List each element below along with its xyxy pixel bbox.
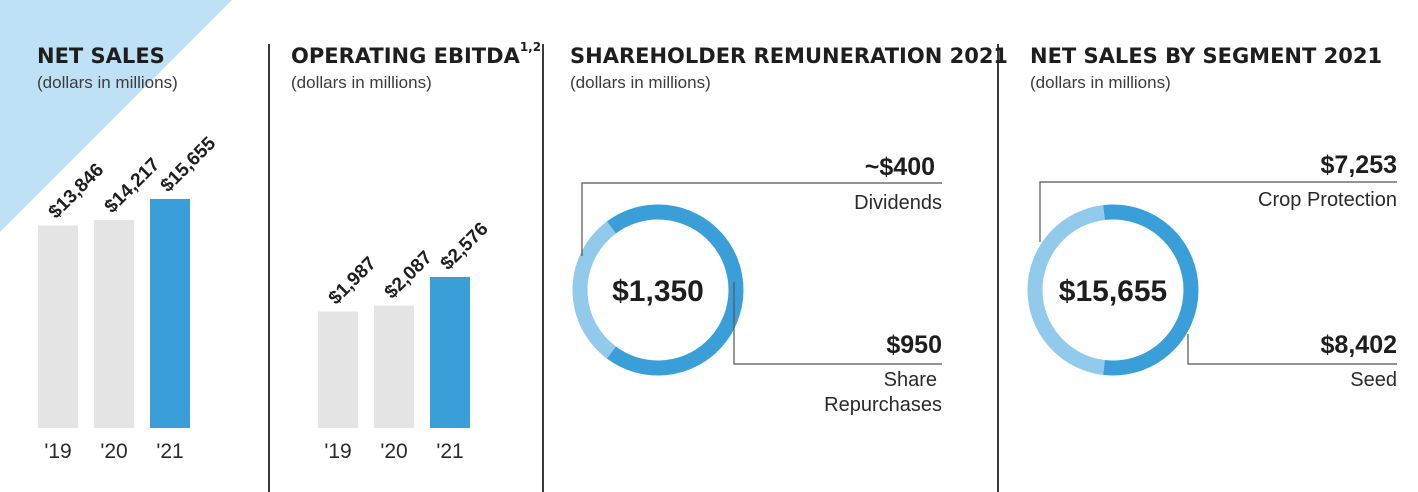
ebitda-footnote: 1,2 xyxy=(519,40,542,54)
divider-2 xyxy=(542,44,544,492)
segment-slice xyxy=(1027,205,1106,375)
segment-slice xyxy=(1103,204,1199,376)
segment-subtitle: (dollars in millions) xyxy=(1030,73,1171,92)
ebitda-bar xyxy=(430,277,470,428)
segment-leader-line xyxy=(1187,334,1397,365)
remuneration-slice-label: Dividends xyxy=(854,192,942,214)
remuneration-subtitle: (dollars in millions) xyxy=(570,73,711,92)
segment-slice-label: Crop Protection xyxy=(1258,189,1397,211)
ebitda-tick-label: '20 xyxy=(380,440,407,463)
net-sales-bar xyxy=(150,199,190,428)
remuneration-leader-line xyxy=(733,282,942,365)
net-sales-value-label: $15,655 xyxy=(157,133,221,197)
segment-slice-label: Seed xyxy=(1350,369,1397,391)
ebitda-value-label: $2,087 xyxy=(381,247,437,303)
ebitda-bar xyxy=(318,311,358,428)
segment-title: NET SALES BY SEGMENT 2021 xyxy=(1030,44,1383,68)
net-sales-bar xyxy=(94,220,134,428)
remuneration-slice xyxy=(572,221,617,359)
net-sales-bar xyxy=(38,225,78,428)
net-sales-tick-label: '20 xyxy=(100,440,127,463)
divider-1 xyxy=(268,44,270,492)
remuneration-slice-value: ~$400 xyxy=(865,153,935,181)
remuneration-slice xyxy=(606,204,744,376)
divider-3 xyxy=(997,44,999,492)
remuneration-center-label: $1,350 xyxy=(612,275,704,308)
net-sales-value-label: $13,846 xyxy=(45,160,108,223)
segment-slice-value: $7,253 xyxy=(1321,151,1397,179)
ebitda-tick-label: '19 xyxy=(324,440,351,463)
net-sales-tick-label: '21 xyxy=(156,440,183,463)
segment-leader-line xyxy=(1039,181,1397,242)
remuneration-slice-label: Share xyxy=(884,369,937,391)
remuneration-slice-label: Repurchases xyxy=(824,394,942,416)
segment-slice-value: $8,402 xyxy=(1321,331,1397,359)
segment-center-label: $15,655 xyxy=(1059,275,1167,308)
remuneration-title: SHAREHOLDER REMUNERATION 2021 xyxy=(570,44,1009,68)
remuneration-slice-value: $950 xyxy=(886,331,942,359)
remuneration-leader-line xyxy=(581,182,942,256)
ebitda-value-label: $2,576 xyxy=(437,219,493,275)
net-sales-tick-label: '19 xyxy=(44,440,71,463)
ebitda-tick-label: '21 xyxy=(436,440,463,463)
ebitda-title: OPERATING EBITDA1,2 xyxy=(291,40,542,68)
ebitda-subtitle: (dollars in millions) xyxy=(291,73,432,92)
ebitda-bar xyxy=(374,305,414,428)
net-sales-subtitle: (dollars in millions) xyxy=(37,73,178,92)
net-sales-title: NET SALES xyxy=(37,44,165,68)
ebitda-value-label: $1,987 xyxy=(325,253,381,309)
